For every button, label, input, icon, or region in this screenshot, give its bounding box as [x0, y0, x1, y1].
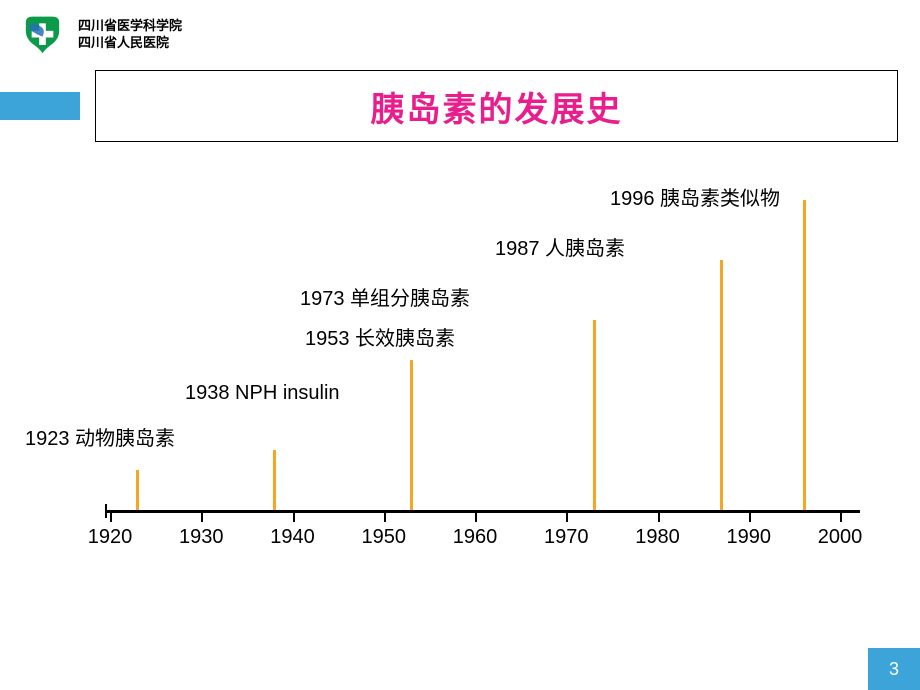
axis-tick: [840, 510, 842, 522]
title-box: 胰岛素的发展史: [95, 70, 898, 142]
event-label: 1987 人胰岛素: [495, 232, 625, 261]
event-marker: [410, 360, 413, 510]
axis-tick-label: 1920: [88, 526, 133, 549]
axis-tick-label: 1960: [453, 526, 498, 549]
axis-tick-label: 2000: [818, 526, 863, 549]
axis-tick: [293, 510, 295, 522]
organization-name: 四川省医学科学院 四川省人民医院: [78, 18, 182, 52]
event-marker: [136, 470, 139, 510]
page-title: 胰岛素的发展史: [371, 82, 623, 131]
hospital-logo-icon: [15, 10, 70, 60]
axis-tick: [749, 510, 751, 522]
axis-tick-label: 1930: [179, 526, 224, 549]
axis-tick-label: 1950: [362, 526, 407, 549]
axis-tick-label: 1980: [635, 526, 680, 549]
axis-tick: [475, 510, 477, 522]
axis-tick: [384, 510, 386, 522]
axis-tick: [110, 510, 112, 522]
event-label: 1973 单组分胰岛素: [300, 282, 470, 311]
axis-tick: [201, 510, 203, 522]
event-marker: [593, 320, 596, 510]
timeline-chart: 1920193019401950196019701980199020001923…: [70, 190, 870, 570]
org-line1: 四川省医学科学院: [78, 18, 182, 35]
header: 四川省医学科学院 四川省人民医院: [0, 0, 920, 65]
event-label: 1996 胰岛素类似物: [610, 182, 780, 211]
event-label: 1938 NPH insulin: [185, 382, 340, 405]
axis-tick: [566, 510, 568, 522]
event-label: 1923 动物胰岛素: [25, 422, 175, 451]
axis-tick-label: 1970: [544, 526, 589, 549]
axis-tick: [658, 510, 660, 522]
page-number: 3: [868, 648, 920, 690]
axis-tick-label: 1990: [727, 526, 772, 549]
axis-end-tick: [105, 504, 107, 518]
event-marker: [273, 450, 276, 510]
x-axis: [105, 510, 860, 513]
org-line2: 四川省人民医院: [78, 35, 182, 52]
event-label: 1953 长效胰岛素: [305, 322, 455, 351]
event-marker: [803, 200, 806, 510]
event-marker: [720, 260, 723, 510]
accent-bar: [0, 92, 80, 120]
axis-tick-label: 1940: [270, 526, 315, 549]
